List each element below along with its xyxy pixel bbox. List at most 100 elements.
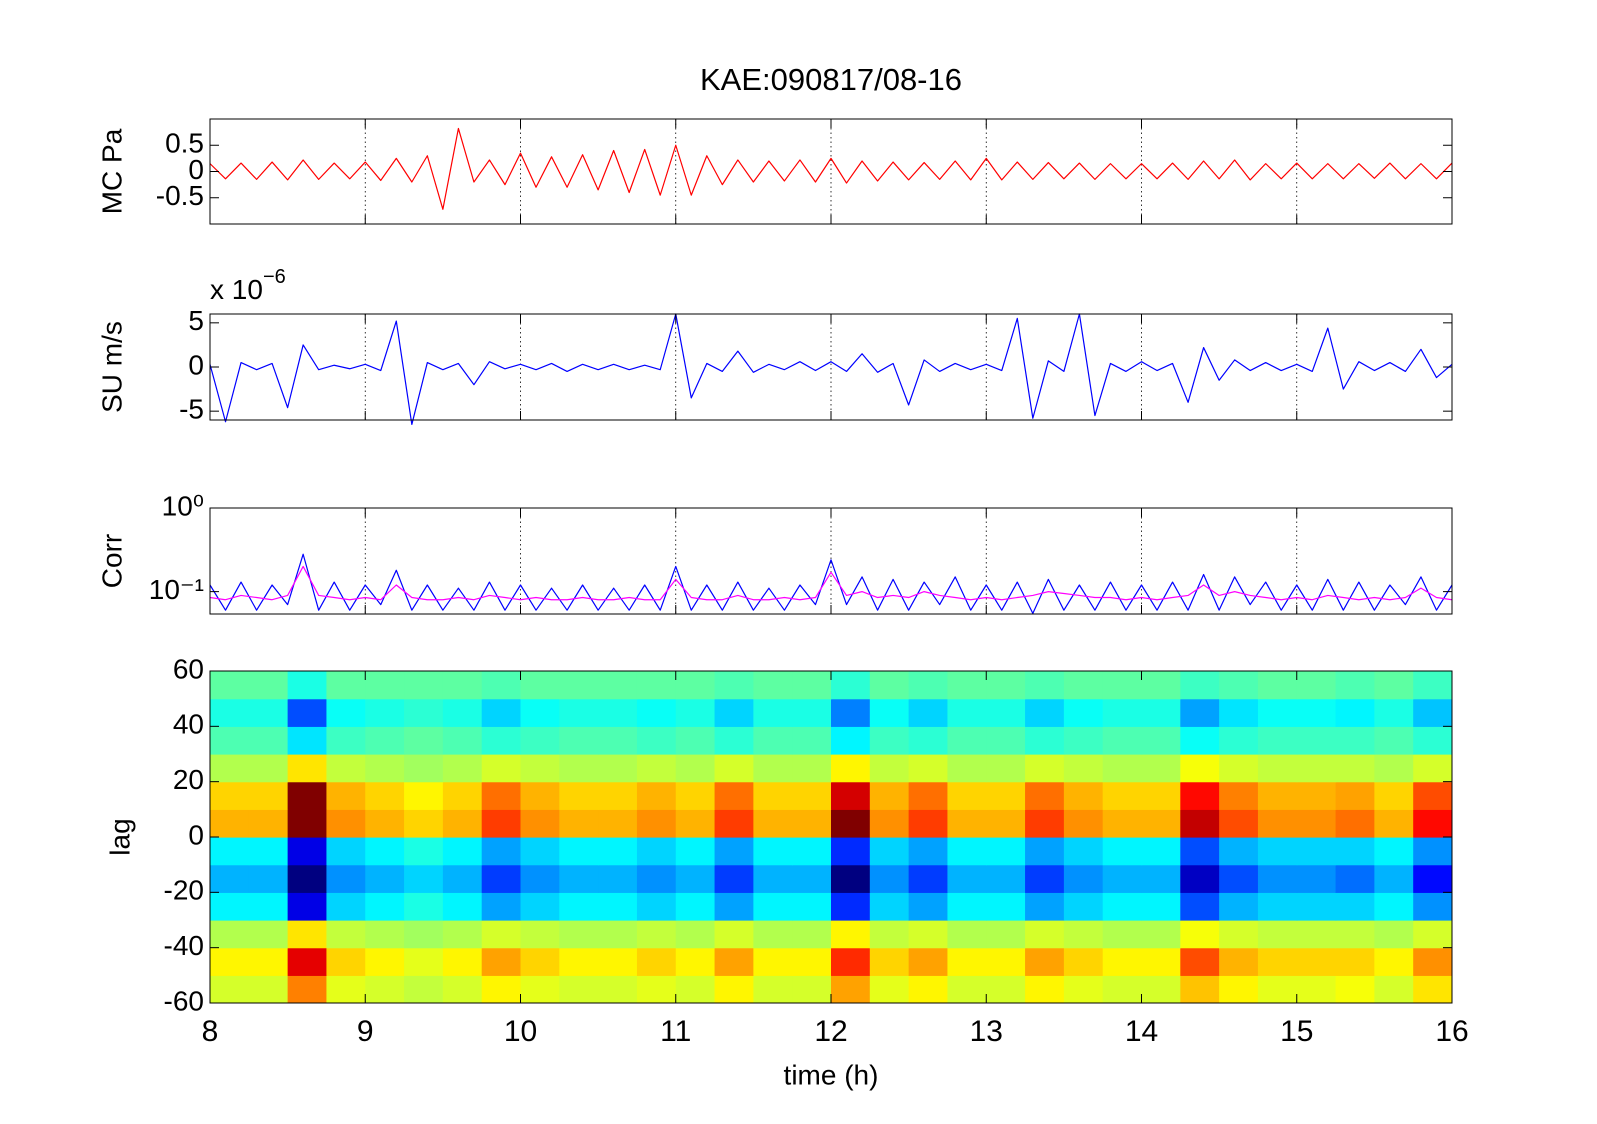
heatmap-cell	[1102, 671, 1143, 700]
heatmap-cell	[1335, 726, 1375, 755]
heatmap-cell	[365, 726, 405, 755]
heatmap-cell	[598, 947, 638, 976]
heatmap-cell	[248, 781, 289, 810]
chart-title: KAE:090817/08-16	[700, 62, 962, 97]
heatmap-cell	[1025, 809, 1065, 838]
heatmap-cell	[248, 947, 289, 976]
x-tick-label: 16	[1435, 1015, 1468, 1048]
y-axis-label: Corr	[96, 534, 127, 588]
heatmap-cell	[792, 754, 832, 783]
heatmap-cell	[404, 809, 444, 838]
heatmap-cell	[442, 781, 483, 810]
heatmap-cell	[1180, 920, 1220, 949]
heatmap-cell	[404, 726, 444, 755]
heatmap-cell	[1257, 920, 1298, 949]
heatmap-cell	[1141, 837, 1181, 866]
series-line	[209, 313, 1453, 426]
heatmap-cell	[1335, 947, 1375, 976]
y-tick-label: -20	[164, 875, 204, 906]
y-tick-label: 5	[188, 305, 204, 336]
heatmap-cell	[481, 781, 522, 810]
heatmap-cell	[598, 809, 638, 838]
heatmap-cell	[326, 947, 366, 976]
heatmap-cell	[986, 781, 1026, 810]
heatmap-cell	[1180, 671, 1220, 700]
heatmap-cell	[287, 726, 328, 755]
heatmap-cell	[598, 726, 638, 755]
heatmap-cell	[753, 754, 793, 783]
heatmap-cell	[792, 671, 832, 700]
heatmap-cell	[908, 892, 949, 921]
heatmap-cell	[520, 975, 560, 1003]
heatmap-cell	[831, 947, 871, 976]
heatmap-cell	[908, 754, 949, 783]
heatmap-cell	[1374, 809, 1414, 838]
heatmap-cell	[1257, 671, 1298, 700]
heatmap-cell	[1257, 754, 1298, 783]
heatmap-cell	[714, 892, 754, 921]
heatmap-cell	[1141, 809, 1181, 838]
heatmap-cell	[636, 892, 677, 921]
heatmap-cell	[481, 726, 522, 755]
heatmap-cell	[947, 809, 987, 838]
panel: 10⁻¹ 10⁰ Corr	[96, 490, 1453, 615]
heatmap-cell	[869, 698, 910, 727]
heatmap-cell	[520, 837, 560, 866]
heatmap-cell	[1219, 837, 1259, 866]
heatmap-cell	[442, 864, 483, 893]
heatmap-cell	[287, 947, 328, 976]
y-tick-label: 40	[173, 709, 204, 740]
heatmap-cell	[831, 920, 871, 949]
heatmap-cell	[1102, 809, 1143, 838]
heatmap-cell	[792, 726, 832, 755]
heatmap-cell	[753, 892, 793, 921]
heatmap-cell	[908, 698, 949, 727]
heatmap-cell	[947, 864, 987, 893]
heatmap-cell	[1025, 754, 1065, 783]
heatmap-cell	[869, 809, 910, 838]
heatmap-cell	[365, 671, 405, 700]
heatmap-cell	[559, 947, 599, 976]
heatmap-cell	[1219, 947, 1259, 976]
heatmap-cell	[1413, 864, 1452, 893]
heatmap-cell	[404, 920, 444, 949]
x-tick-label: 8	[202, 1015, 219, 1048]
heatmap-cell	[1141, 698, 1181, 727]
heatmap-cell	[1025, 864, 1065, 893]
heatmap-cell	[326, 837, 366, 866]
series-line	[209, 565, 1453, 601]
heatmap-cell	[559, 920, 599, 949]
heatmap-cell	[1025, 920, 1065, 949]
y-tick-label: 10⁰	[162, 490, 204, 521]
heatmap-cell	[287, 754, 328, 783]
heatmap-cell	[210, 726, 250, 755]
heatmap-cell	[1025, 726, 1065, 755]
heatmap-cell	[986, 892, 1026, 921]
heatmap-cell	[481, 754, 522, 783]
heatmap-cell	[210, 837, 250, 866]
heatmap-cell	[714, 809, 754, 838]
heatmap-cell	[559, 671, 599, 700]
heatmap-cell	[598, 864, 638, 893]
heatmap-cell	[908, 671, 949, 700]
heatmap-cell	[559, 754, 599, 783]
x-tick-label: 12	[814, 1015, 847, 1048]
heatmap-cell	[1180, 754, 1220, 783]
heatmap-cell	[1102, 781, 1143, 810]
heatmap-cell	[520, 809, 560, 838]
heatmap-cell	[365, 920, 405, 949]
y-tick-label: 0	[188, 349, 204, 380]
heatmap-cell	[947, 920, 987, 949]
heatmap-cell	[520, 892, 560, 921]
heatmap-cell	[1063, 892, 1104, 921]
heatmap-cell	[675, 781, 716, 810]
heatmap-cell	[753, 781, 793, 810]
heatmap-cell	[714, 864, 754, 893]
heatmap-cell	[481, 947, 522, 976]
heatmap-cell	[287, 671, 328, 700]
heatmap-cell	[1025, 837, 1065, 866]
heatmap-cell	[1296, 726, 1337, 755]
heatmap-cell	[792, 809, 832, 838]
heatmap-cell	[908, 920, 949, 949]
heatmap-cell	[1335, 837, 1375, 866]
